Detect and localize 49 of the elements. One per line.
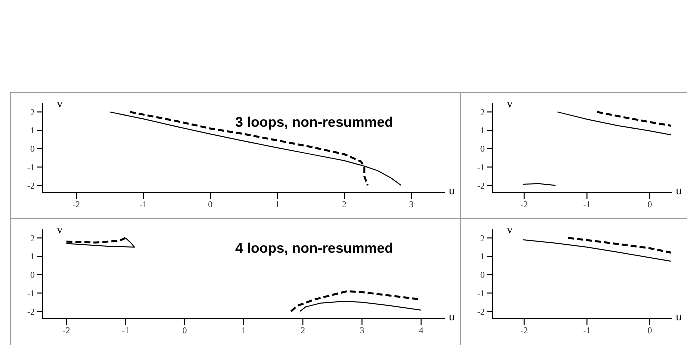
x-tick-label: 0 <box>648 325 653 336</box>
y-tick-label: 1 <box>30 126 35 136</box>
y-axis-title: v <box>507 96 513 111</box>
x-tick-label: -1 <box>583 325 591 336</box>
y-tick-label: -1 <box>478 162 485 172</box>
y-tick-label: -2 <box>478 180 485 191</box>
x-tick-label: 3 <box>409 199 414 210</box>
x-tick-label: -2 <box>62 325 70 336</box>
y-tick-label: 1 <box>480 126 485 136</box>
y-axis-title: v <box>57 222 63 237</box>
y-tick-label: 0 <box>30 144 36 154</box>
x-tick-label: 4 <box>419 325 424 336</box>
x-tick-label: 0 <box>182 325 188 336</box>
y-tick-label: 2 <box>30 107 35 118</box>
y-tick-label: 2 <box>480 233 485 244</box>
x-tick-label: 1 <box>275 199 280 210</box>
x-tick-label: 0 <box>648 199 653 210</box>
y-tick-label: 0 <box>480 144 486 154</box>
y-tick-label: 1 <box>480 252 485 262</box>
y-tick-label: -2 <box>478 306 485 317</box>
y-tick-label: -1 <box>28 288 35 298</box>
x-axis-title: u <box>449 183 455 198</box>
x-tick-label: -1 <box>583 199 591 210</box>
x-axis-title: u <box>676 183 682 198</box>
annotation: 3 loops, non-resummed <box>236 114 394 130</box>
y-tick-label: -2 <box>28 306 35 317</box>
x-tick-label: -2 <box>72 199 80 210</box>
annotation: 4 loops, non-resummed <box>236 240 394 256</box>
y-tick-label: 2 <box>480 107 485 118</box>
x-tick-label: -1 <box>140 199 148 210</box>
y-tick-label: 1 <box>30 252 35 262</box>
x-axis-title: u <box>449 309 455 324</box>
x-tick-label: -2 <box>520 199 528 210</box>
x-tick-label: -2 <box>520 325 528 336</box>
y-tick-label: 0 <box>30 270 36 280</box>
y-tick-label: 0 <box>480 270 486 280</box>
x-axis-title: u <box>676 309 682 324</box>
y-tick-label: -2 <box>28 180 35 191</box>
y-tick-label: -1 <box>28 162 35 172</box>
x-tick-label: 3 <box>360 325 365 336</box>
y-tick-label: -1 <box>478 288 485 298</box>
y-axis-title: v <box>57 96 63 111</box>
x-tick-label: 1 <box>242 325 246 336</box>
x-tick-label: 2 <box>342 199 347 210</box>
x-tick-label: -1 <box>122 325 130 336</box>
y-axis-title: v <box>507 222 513 237</box>
x-tick-label: 2 <box>300 325 306 336</box>
x-tick-label: 0 <box>208 199 214 210</box>
y-tick-label: 2 <box>30 233 35 244</box>
